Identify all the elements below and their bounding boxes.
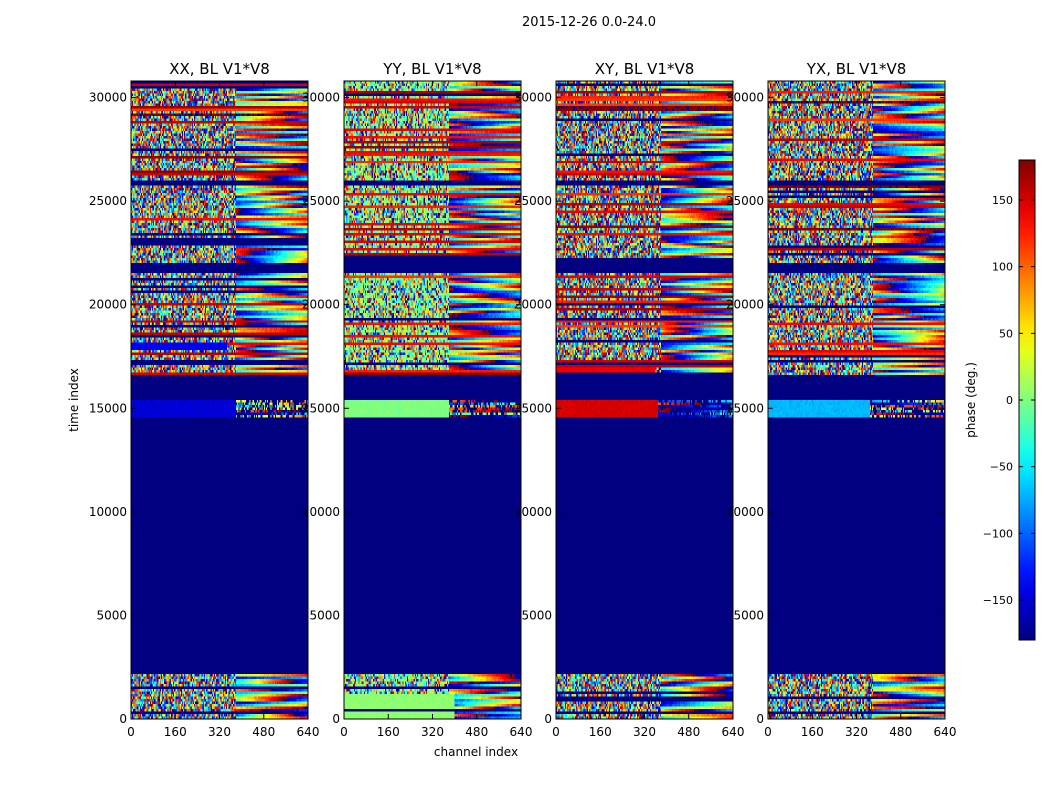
y-tick-label: 15000: [514, 401, 552, 415]
x-tick-label: 0: [340, 725, 348, 739]
phase-heatmap-yx: [768, 81, 945, 719]
x-tick-label: 160: [377, 725, 400, 739]
x-tick-label: 160: [589, 725, 612, 739]
y-tick-label: 20000: [726, 298, 764, 312]
x-tick-label: 480: [252, 725, 275, 739]
panel-title: XX, BL V1*V8: [169, 60, 270, 78]
y-tick-label: 10000: [514, 505, 552, 519]
y-tick-label: 10000: [302, 505, 340, 519]
y-tick-label: 30000: [89, 91, 127, 105]
y-tick-label: 5000: [96, 608, 127, 622]
y-tick-label: 0: [544, 712, 552, 726]
colorbar-tick-label: 150: [992, 194, 1013, 207]
phase-heatmap-xx: [131, 81, 308, 719]
x-tick-label: 320: [421, 725, 444, 739]
colorbar-tick-label: −50: [990, 461, 1013, 474]
panel-xx: XX, BL V1*V8 0 160 320 480 640 0 5000 10000 15000…: [89, 60, 320, 739]
y-tick-label: 20000: [302, 298, 340, 312]
panels: XX, BL V1*V8 0 160 320 480 640 0 5000 10000 15000…: [89, 60, 957, 739]
y-tick-label: 30000: [726, 91, 764, 105]
x-tick-label: 480: [677, 725, 700, 739]
x-tick-label: 320: [633, 725, 656, 739]
colorbar: −150 −100 −50 0 50 100 150: [983, 159, 1036, 641]
x-tick-label: 640: [722, 725, 745, 739]
x-tick-label: 0: [127, 725, 135, 739]
y-axis-label: time index: [67, 368, 81, 432]
y-tick-label: 5000: [521, 608, 552, 622]
x-tick-label: 160: [164, 725, 187, 739]
figure-suptitle: 2015-12-26 0.0-24.0: [522, 15, 656, 30]
panel-title: YY, BL V1*V8: [382, 60, 481, 78]
y-tick-label: 25000: [89, 194, 127, 208]
y-tick-label: 25000: [302, 194, 340, 208]
y-tick-label: 30000: [302, 91, 340, 105]
panel-title: XY, BL V1*V8: [595, 60, 695, 78]
x-axis-label: channel index: [434, 745, 518, 759]
phase-heatmap-xy: [556, 81, 733, 719]
y-tick-label: 15000: [726, 401, 764, 415]
y-tick-label: 25000: [726, 194, 764, 208]
y-tick-label: 20000: [89, 298, 127, 312]
colorbar-label: phase (deg.): [964, 362, 978, 438]
x-tick-label: 640: [297, 725, 320, 739]
panel-yy: YY, BL V1*V8 0 160 320 480 640 0 5000 10000 15000…: [302, 60, 533, 739]
y-tick-label: 30000: [514, 91, 552, 105]
panel-xy: XY, BL V1*V8 0 160 320 480 640 0 5000 10000 15000…: [514, 60, 745, 739]
y-tick-label: 5000: [733, 608, 764, 622]
colorbar-tick-label: −150: [983, 594, 1013, 607]
x-tick-label: 320: [208, 725, 231, 739]
colorbar-tick-label: 0: [1006, 394, 1013, 407]
colorbar-tick-label: 100: [992, 261, 1013, 274]
y-tick-label: 0: [332, 712, 340, 726]
phase-heatmap-yy: [344, 81, 521, 719]
y-tick-label: 10000: [89, 505, 127, 519]
x-tick-label: 0: [764, 725, 772, 739]
y-tick-label: 15000: [302, 401, 340, 415]
x-tick-label: 640: [934, 725, 957, 739]
colorbar-tick-label: 50: [999, 327, 1013, 340]
y-tick-label: 0: [756, 712, 764, 726]
panel-yx: YX, BL V1*V8 0 160 320 480 640 0 5000 10000 15000…: [726, 60, 957, 739]
y-tick-label: 20000: [514, 298, 552, 312]
x-tick-label: 480: [465, 725, 488, 739]
x-tick-label: 0: [552, 725, 560, 739]
y-tick-label: 15000: [89, 401, 127, 415]
x-tick-label: 640: [510, 725, 533, 739]
y-tick-label: 5000: [309, 608, 340, 622]
y-tick-label: 10000: [726, 505, 764, 519]
x-tick-label: 160: [801, 725, 824, 739]
panel-title: YX, BL V1*V8: [806, 60, 907, 78]
y-tick-label: 25000: [514, 194, 552, 208]
x-tick-label: 320: [845, 725, 868, 739]
colorbar-tick-label: −100: [983, 527, 1013, 540]
y-tick-label: 0: [119, 712, 127, 726]
x-tick-label: 480: [889, 725, 912, 739]
